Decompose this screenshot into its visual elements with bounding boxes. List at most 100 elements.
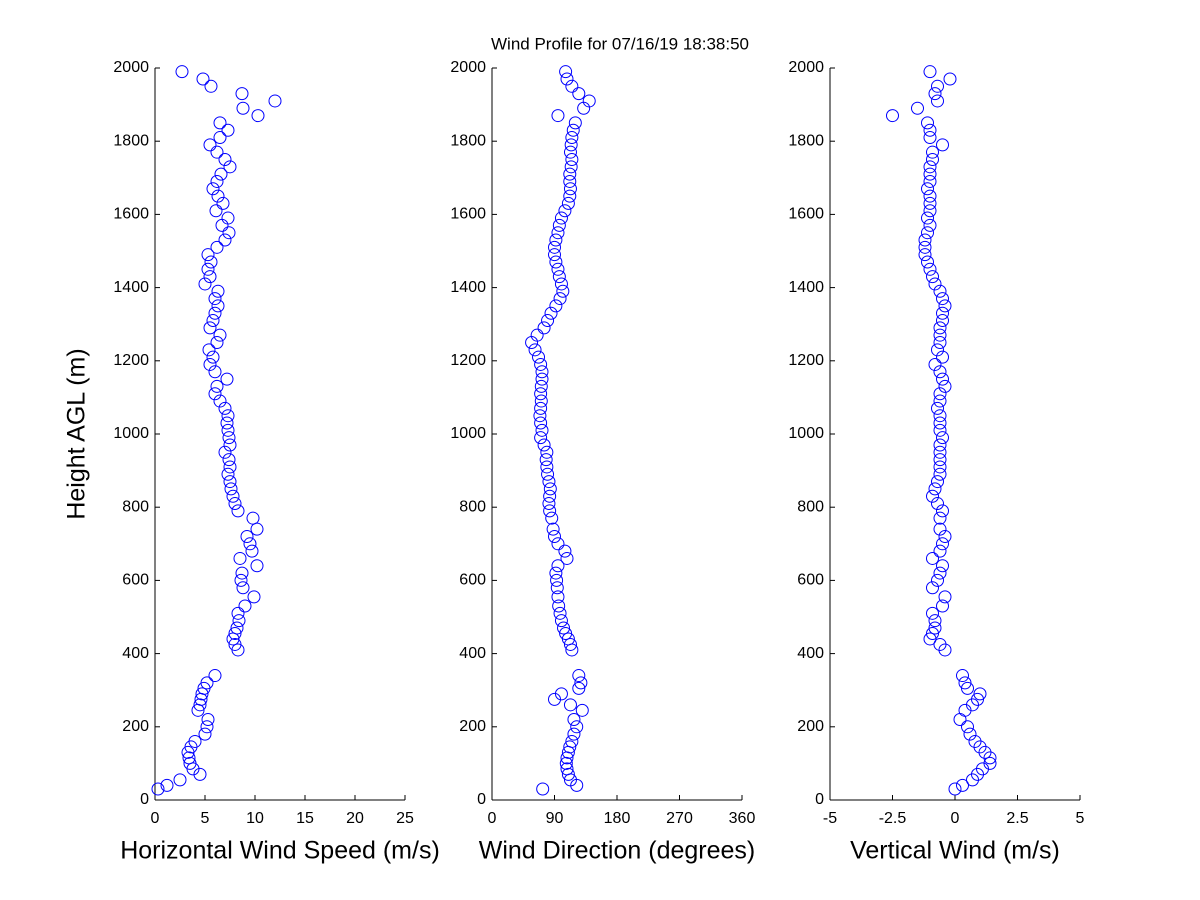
data-point <box>537 438 551 452</box>
data-point <box>933 409 947 423</box>
data-point <box>236 101 250 115</box>
data-point <box>232 614 246 628</box>
data-point <box>195 687 209 701</box>
data-point <box>541 467 555 481</box>
data-point <box>971 692 984 706</box>
data-point <box>213 116 227 130</box>
y-tick-label: 1800 <box>113 132 149 149</box>
data-point <box>933 284 947 298</box>
data-point <box>563 182 577 196</box>
data-point <box>933 566 947 580</box>
y-tick-label: 1000 <box>113 425 149 442</box>
data-point <box>223 460 237 474</box>
data-point <box>936 292 949 306</box>
data-point <box>933 387 947 401</box>
data-point <box>911 101 924 115</box>
data-point <box>938 590 952 604</box>
data-point <box>931 401 944 415</box>
data-point <box>931 94 944 108</box>
data-point <box>188 734 202 748</box>
y-tick-label: 600 <box>459 572 486 589</box>
data-point <box>560 551 574 565</box>
data-point <box>921 182 934 196</box>
data-point <box>918 233 932 247</box>
y-tick-label: 600 <box>122 572 149 589</box>
data-point <box>546 522 560 536</box>
data-point <box>549 233 563 247</box>
data-point <box>534 401 548 415</box>
data-point <box>211 189 225 203</box>
data-point <box>223 160 237 174</box>
data-point <box>221 123 235 137</box>
data-point <box>931 343 944 357</box>
x-tick-label: 5 <box>201 810 210 827</box>
data-point <box>534 387 548 401</box>
data-point <box>208 292 222 306</box>
y-tick-label: 0 <box>140 791 149 808</box>
data-point <box>203 270 217 284</box>
data-point <box>545 511 559 525</box>
data-point <box>542 475 556 489</box>
data-point <box>540 460 554 474</box>
data-point <box>533 409 547 423</box>
data-point <box>221 467 235 481</box>
x-axis-label: Wind Direction (degrees) <box>479 837 756 865</box>
data-point <box>563 167 577 181</box>
data-point <box>926 270 939 284</box>
y-tick-label: 200 <box>122 718 149 735</box>
data-point <box>567 712 581 726</box>
data-point <box>235 566 249 580</box>
data-point <box>236 581 250 595</box>
data-point <box>221 409 235 423</box>
data-point <box>221 423 235 437</box>
data-point <box>213 328 227 342</box>
data-point <box>231 504 245 518</box>
data-point <box>931 497 944 511</box>
data-point <box>961 681 974 695</box>
data-point <box>918 248 932 262</box>
data-point <box>554 277 568 291</box>
y-tick-label: 1600 <box>450 206 486 223</box>
data-point <box>528 343 542 357</box>
data-point <box>563 145 577 159</box>
x-axis-label: Vertical Wind (m/s) <box>850 837 1060 865</box>
data-point <box>230 621 244 635</box>
x-tick-label: 15 <box>296 810 314 827</box>
data-point <box>536 782 550 796</box>
data-point <box>936 599 949 613</box>
data-point <box>923 189 937 203</box>
data-point <box>936 559 949 573</box>
x-tick-label: 5 <box>1076 810 1085 827</box>
data-point <box>565 734 579 748</box>
data-point <box>938 299 952 313</box>
x-tick-label: 90 <box>546 810 564 827</box>
data-point <box>563 698 577 712</box>
data-point <box>226 489 240 503</box>
data-point <box>206 182 220 196</box>
data-point <box>182 751 196 765</box>
data-point <box>552 218 566 232</box>
data-point <box>568 116 582 130</box>
data-point <box>246 511 260 525</box>
data-point <box>561 196 575 210</box>
y-tick-label: 1000 <box>788 425 824 442</box>
data-point <box>550 581 564 595</box>
data-point <box>543 504 557 518</box>
data-point <box>926 626 939 640</box>
data-point <box>570 720 584 734</box>
data-point <box>923 196 937 210</box>
data-point <box>218 445 232 459</box>
data-point <box>204 255 218 269</box>
y-tick-label: 200 <box>459 718 486 735</box>
data-point <box>928 614 942 628</box>
data-point <box>543 482 557 496</box>
data-point <box>553 292 567 306</box>
data-point <box>575 703 589 717</box>
data-point <box>535 372 549 386</box>
y-tick-label: 1200 <box>113 352 149 369</box>
data-point <box>224 482 238 496</box>
data-point <box>933 460 947 474</box>
data-point <box>943 72 957 86</box>
x-tick-label: 25 <box>396 810 414 827</box>
data-point <box>558 204 572 218</box>
